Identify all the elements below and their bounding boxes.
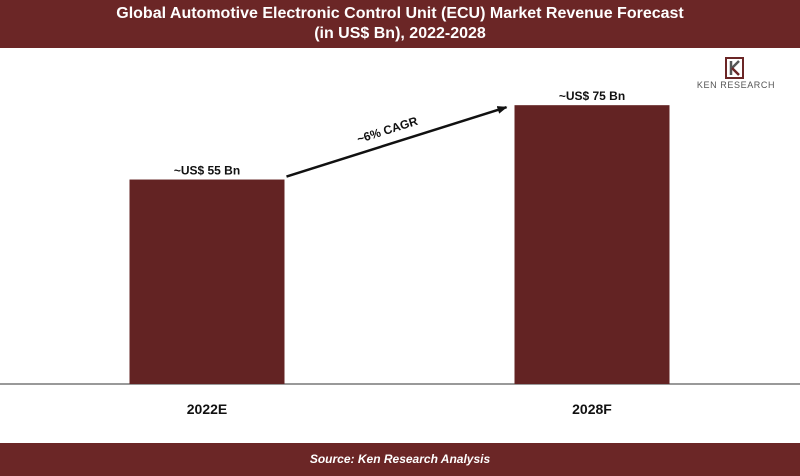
x-tick-label-2028F: 2028F (572, 401, 612, 417)
bar-2028F (514, 105, 670, 385)
source-footer: Source: Ken Research Analysis (0, 443, 800, 476)
cagr-arrow (286, 105, 508, 178)
cagr-annotation: ~6% CAGR (355, 114, 420, 146)
data-label-2028F: ~US$ 75 Bn (559, 89, 625, 103)
chart-title-line1: Global Automotive Electronic Control Uni… (116, 5, 684, 22)
x-tick-label-2022E: 2022E (187, 401, 227, 417)
ken-research-logo-text: KEN RESEARCH (696, 80, 776, 90)
chart-header: Global Automotive Electronic Control Uni… (0, 0, 800, 48)
ken-research-logo: KEN RESEARCH (686, 56, 786, 96)
bar-chart: ~US$ 55 Bn 2022E ~US$ 75 Bn 2028F ~6% CAGR (0, 89, 800, 417)
chart-title-line2: (in US$ Bn), 2022-2028 (314, 25, 486, 42)
ken-research-logo-icon (725, 57, 744, 79)
data-label-2022E: ~US$ 55 Bn (174, 164, 240, 178)
bar-2022E (129, 179, 285, 384)
